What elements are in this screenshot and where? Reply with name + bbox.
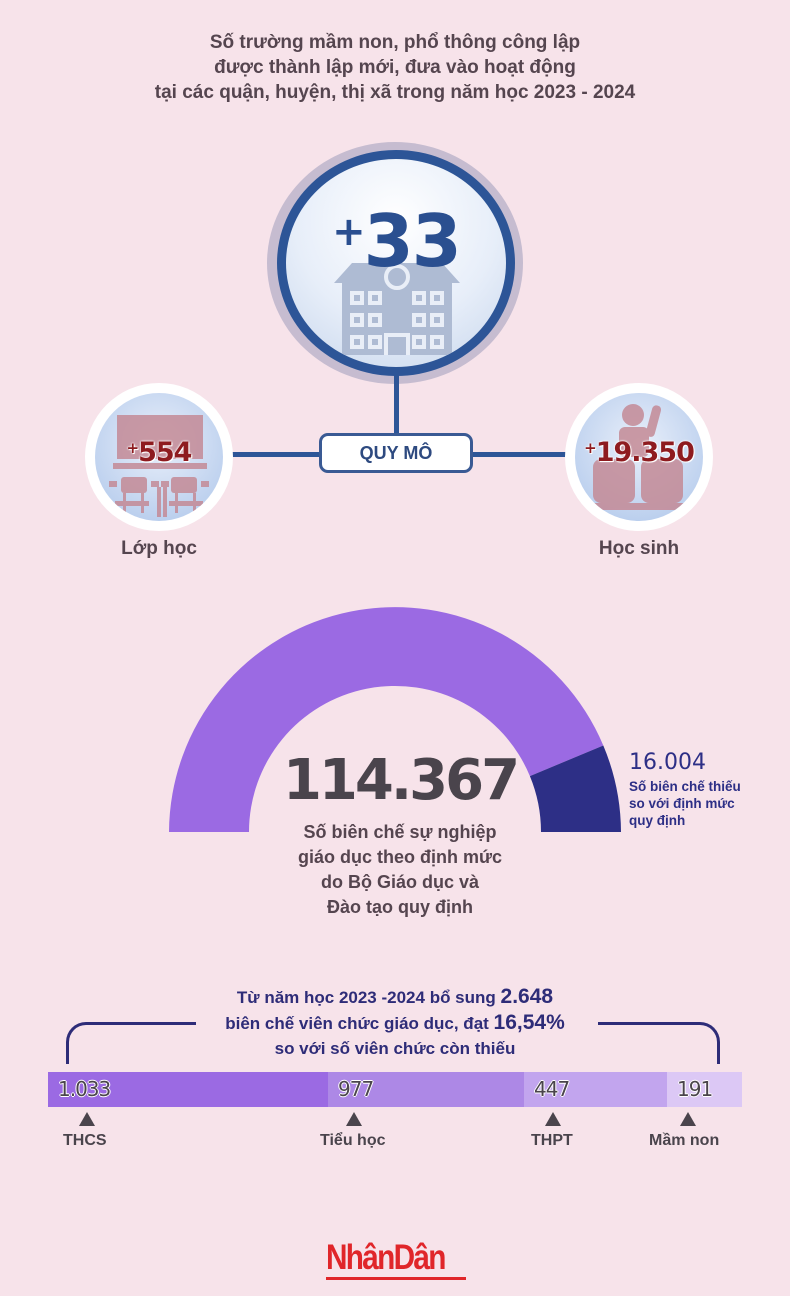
triangle-up-icon xyxy=(346,1112,362,1126)
supp-highlight-count: 2.648 xyxy=(500,985,554,1008)
classrooms-label: Lớp học xyxy=(121,538,197,559)
school-building-icon xyxy=(334,263,460,355)
title-line-3: tại các quận, huyện, thị xã trong năm họ… xyxy=(154,82,636,103)
students-count: +19.350 xyxy=(575,437,703,468)
classroom-icon xyxy=(109,415,209,517)
page-title: Số trường mầm non, phổ thông công lập đư… xyxy=(0,30,790,105)
gauge-shortfall-segment xyxy=(529,745,621,832)
triangle-up-icon xyxy=(545,1112,561,1126)
plus-sign: + xyxy=(584,439,597,457)
bar-value: 1.033 xyxy=(58,1077,111,1101)
bar-segment-thcs: 1.033 xyxy=(48,1072,328,1107)
desc-line: Đào tạo quy định xyxy=(327,897,473,917)
bar-label-thcs: THCS xyxy=(63,1132,107,1149)
connector-vertical xyxy=(394,370,399,436)
classrooms-value: 554 xyxy=(138,437,192,468)
bar-segment-thpt: 447 xyxy=(524,1072,667,1107)
supplement-stacked-bar: 1.033 977 447 191 xyxy=(48,1072,742,1107)
supp-highlight-percent: 16,54% xyxy=(493,1011,565,1034)
bar-label-thpt: THPT xyxy=(531,1132,573,1149)
supp-line-1: Từ năm học 2023 -2024 bổ sung xyxy=(236,988,501,1007)
classrooms-circle: +554 xyxy=(85,383,233,531)
students-icon xyxy=(585,404,693,510)
connector-right xyxy=(470,452,570,457)
bar-value: 447 xyxy=(534,1077,570,1101)
gauge-main-segment xyxy=(169,607,604,832)
plus-sign: + xyxy=(332,209,365,255)
classrooms-count: +554 xyxy=(95,437,223,468)
triangle-up-icon xyxy=(680,1112,696,1126)
schools-value: 33 xyxy=(363,199,462,283)
students-label: Học sinh xyxy=(598,538,680,559)
desc-line: quy định xyxy=(629,813,686,828)
logo-underline xyxy=(326,1277,466,1280)
schools-circle: +33 xyxy=(277,150,515,376)
shortfall-description: Số biên chế thiếu so với định mức quy đị… xyxy=(629,778,779,829)
nhandan-logo: NhânDân xyxy=(326,1238,446,1277)
gauge-main-value: 114.367 xyxy=(282,748,520,813)
title-line-1: Số trường mầm non, phổ thông công lập xyxy=(209,32,581,53)
shortfall-value: 16.004 xyxy=(629,750,706,775)
schools-count: +33 xyxy=(286,199,506,283)
bar-segment-mam-non: 191 xyxy=(667,1072,742,1107)
bar-label-tieu-hoc: Tiểu học xyxy=(320,1132,386,1149)
bar-value: 977 xyxy=(338,1077,374,1101)
desc-line: so với định mức xyxy=(629,796,735,811)
students-circle: +19.350 xyxy=(565,383,713,531)
students-value: 19.350 xyxy=(595,437,695,468)
desc-line: Số biên chế sự nghiệp xyxy=(303,822,497,842)
bracket-right xyxy=(598,1022,720,1064)
title-line-2: được thành lập mới, đưa vào hoạt động xyxy=(214,57,576,78)
bar-segment-tieu-hoc: 977 xyxy=(328,1072,524,1107)
supp-line-3: so với số viên chức còn thiếu xyxy=(274,1039,516,1058)
desc-line: Số biên chế thiếu xyxy=(629,779,741,794)
desc-line: do Bộ Giáo dục và xyxy=(320,872,480,892)
scale-label-box: QUY MÔ xyxy=(319,433,473,473)
bar-label-mam-non: Mầm non xyxy=(649,1132,720,1149)
staffing-gauge xyxy=(169,607,621,832)
gauge-main-description: Số biên chế sự nghiệp giáo dục theo định… xyxy=(245,820,555,920)
supp-line-2: biên chế viên chức giáo dục, đạt xyxy=(225,1014,494,1033)
bar-value: 191 xyxy=(677,1077,713,1101)
connector-left xyxy=(230,452,322,457)
triangle-up-icon xyxy=(79,1112,95,1126)
desc-line: giáo dục theo định mức xyxy=(297,847,503,867)
plus-sign: + xyxy=(126,439,140,457)
bracket-left xyxy=(66,1022,196,1064)
supplement-text: Từ năm học 2023 -2024 bổ sung 2.648 biên… xyxy=(150,984,640,1061)
